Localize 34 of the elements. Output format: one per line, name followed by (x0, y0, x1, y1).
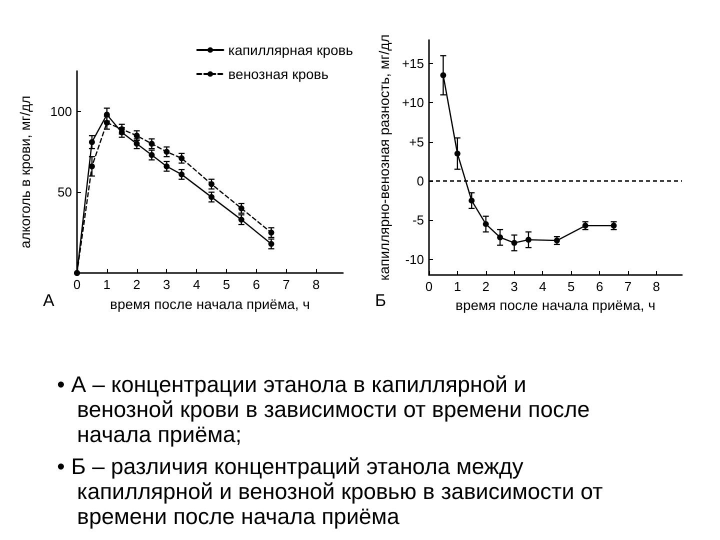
legend-label: венозная кровь (228, 66, 329, 82)
text: • Б – различия концентраций этанола между капиллярной и венозной кровью в зависимости от времени после начала приёма (57, 454, 604, 529)
legend-label: капиллярная кровь (228, 42, 354, 58)
x-tick-label: 1 (454, 279, 462, 294)
y-tick-label: 50 (58, 184, 72, 200)
x-axis-title: время после начала приёма, ч (456, 296, 656, 313)
x-tick-label: 4 (192, 277, 200, 292)
y-tick-label: 100 (50, 104, 72, 119)
x-tick-label: 2 (133, 277, 140, 292)
text: Б (375, 291, 386, 310)
x-tick-label: 5 (568, 279, 575, 294)
y-axis-title: алкоголь в крови, мг/дл (17, 96, 33, 248)
x-tick-label: 3 (163, 277, 170, 292)
x-axis-title: время после начала приёма, ч (110, 296, 310, 312)
y-axis-title: капиллярно-венозная разность, мг/дл (376, 34, 392, 281)
text: • А – концентрации этанола в капиллярной и венозной крови в зависимости от времени после начала приёма; (57, 372, 591, 447)
x-tick-label: 1 (103, 277, 111, 292)
x-tick-label: 6 (252, 277, 260, 292)
text: А (43, 291, 55, 310)
x-tick-label: 6 (596, 279, 604, 294)
x-tick-label: 5 (222, 277, 230, 292)
x-tick-label: 3 (510, 279, 518, 294)
y-tick-label: 0 (416, 174, 424, 188)
x-tick-label: 4 (539, 279, 546, 294)
x-tick-label: 7 (624, 279, 632, 294)
y-tick-label: +15 (402, 56, 424, 71)
y-tick-label: -10 (405, 252, 424, 267)
x-tick-label: 7 (282, 277, 290, 292)
x-tick-label: 8 (652, 279, 660, 294)
x-tick-label: 2 (482, 279, 490, 294)
x-tick-label: 8 (312, 277, 320, 292)
y-tick-label: -5 (412, 212, 424, 228)
y-tick-label: +10 (402, 95, 424, 110)
y-tick-label: +5 (409, 134, 424, 150)
